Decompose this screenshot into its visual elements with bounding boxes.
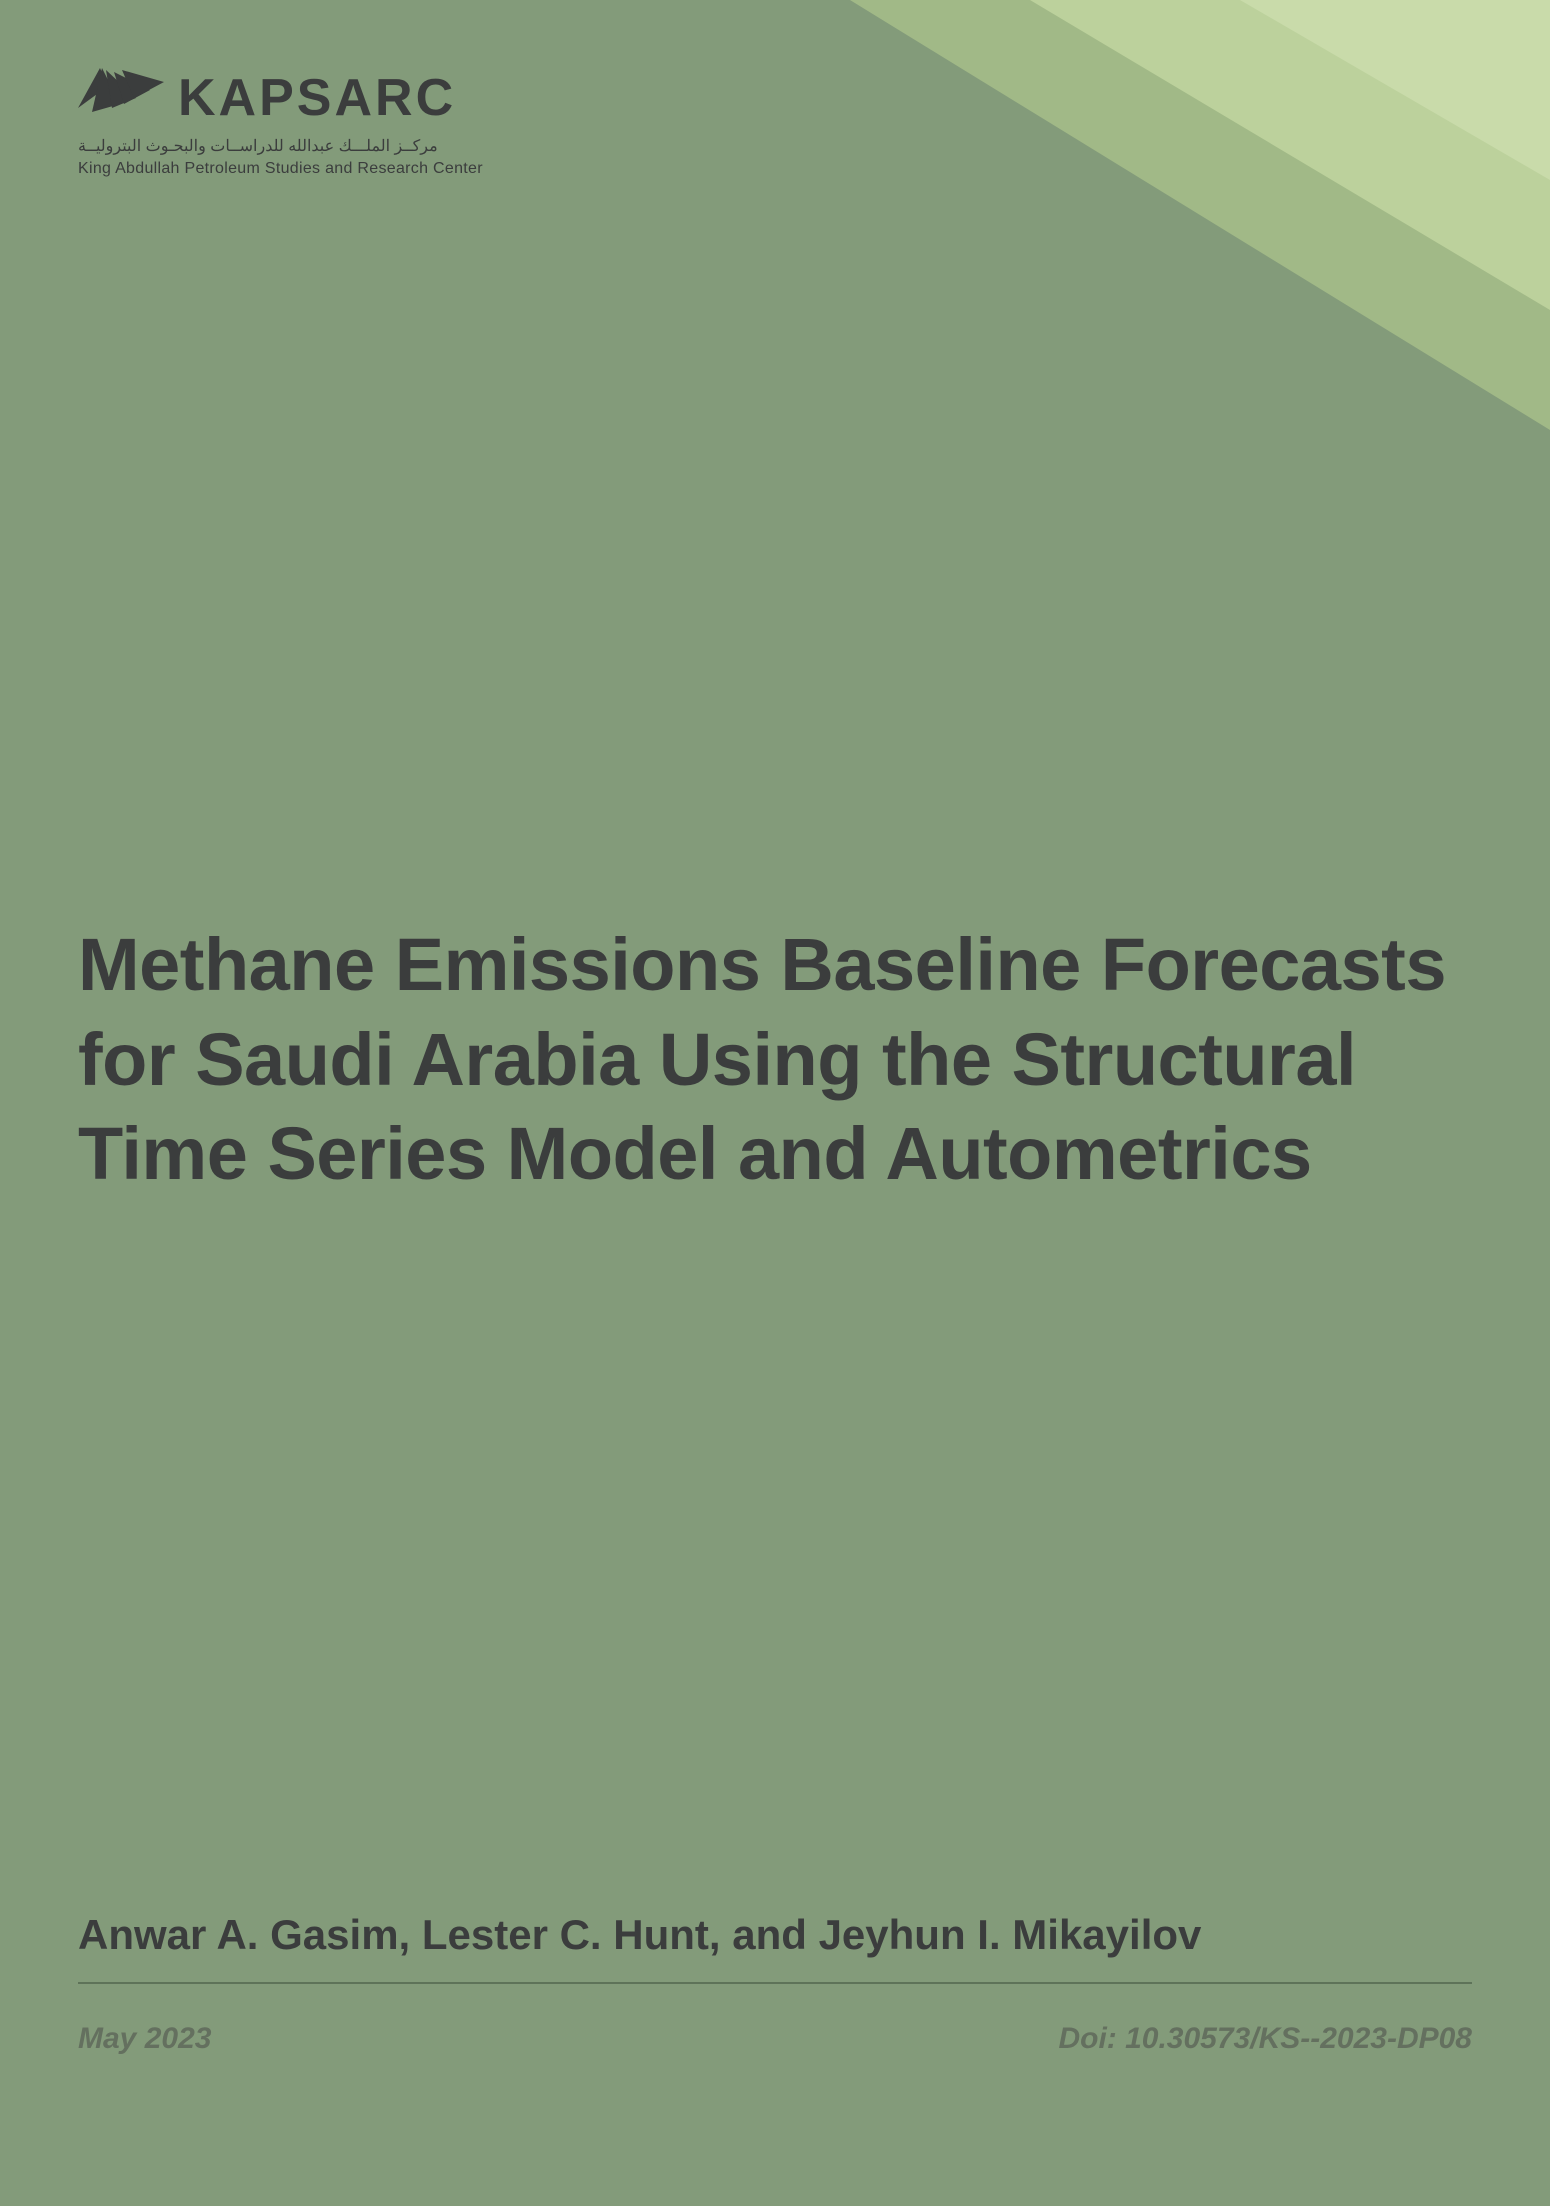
footer-row: May 2023 Doi: 10.30573/KS--2023-DP08 <box>78 2022 1472 2056</box>
logo-subtitle-arabic: مركــز الملـــك عبدالله للدراســات والبح… <box>78 136 598 156</box>
corner-accent-shapes <box>650 0 1550 600</box>
logo-subtitle-english: King Abdullah Petroleum Studies and Rese… <box>78 160 598 178</box>
org-logo-block: KAPSARC مركــز الملـــك عبدالله للدراســ… <box>78 68 598 178</box>
accent-triangle-mid <box>1030 0 1550 310</box>
document-title: Methane Emissions Baseline Forecasts for… <box>78 918 1472 1202</box>
logo-row: KAPSARC <box>78 68 598 126</box>
accent-triangle-front <box>1240 0 1550 180</box>
logo-wordmark: KAPSARC <box>178 72 456 126</box>
accent-triangle-back <box>850 0 1550 430</box>
doi-label: Doi: 10.30573/KS--2023-DP08 <box>1058 2022 1472 2056</box>
document-authors: Anwar A. Gasim, Lester C. Hunt, and Jeyh… <box>78 1907 1472 1984</box>
publication-date: May 2023 <box>78 2022 211 2056</box>
kapsarc-logo-icon <box>78 68 164 126</box>
